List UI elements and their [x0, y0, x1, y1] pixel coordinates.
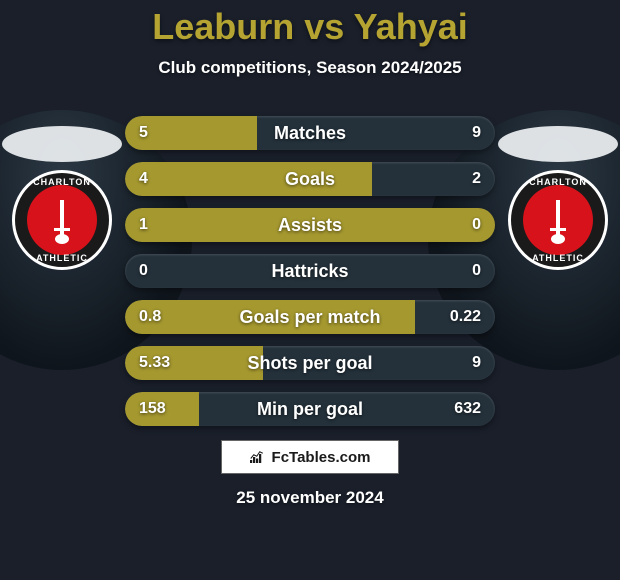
orb-highlight	[2, 126, 122, 162]
stat-bar: 4Goals2	[125, 162, 495, 196]
bar-label: Goals	[125, 169, 495, 190]
sword-icon	[60, 200, 64, 240]
comparison-card: Leaburn vs Yahyai Club competitions, Sea…	[0, 0, 620, 580]
bar-value-right: 0	[472, 262, 481, 280]
bar-label: Goals per match	[125, 307, 495, 328]
sword-icon	[556, 200, 560, 240]
right-club-crest: CHARLTON ATHLETIC	[508, 170, 608, 270]
bar-label: Assists	[125, 215, 495, 236]
bar-value-right: 9	[472, 354, 481, 372]
page-subtitle: Club competitions, Season 2024/2025	[158, 58, 461, 78]
bar-value-right: 0.22	[450, 308, 481, 326]
stat-bars: 5Matches94Goals21Assists00Hattricks00.8G…	[125, 116, 495, 426]
crest-text-top: CHARLTON	[529, 177, 587, 187]
crest-inner	[523, 185, 593, 255]
stat-bar: 5.33Shots per goal9	[125, 346, 495, 380]
crest-outer: CHARLTON ATHLETIC	[12, 170, 112, 270]
bar-value-right: 2	[472, 170, 481, 188]
crest-outer: CHARLTON ATHLETIC	[508, 170, 608, 270]
crest-text-bottom: ATHLETIC	[532, 253, 584, 263]
crest-text-bottom: ATHLETIC	[36, 253, 88, 263]
stat-bar: 1Assists0	[125, 208, 495, 242]
stat-bar: 0Hattricks0	[125, 254, 495, 288]
bar-value-right: 9	[472, 124, 481, 142]
stat-bar: 158Min per goal632	[125, 392, 495, 426]
hand-icon	[55, 234, 69, 244]
chart-icon	[250, 450, 268, 464]
bar-label: Matches	[125, 123, 495, 144]
bar-label: Hattricks	[125, 261, 495, 282]
crest-inner	[27, 185, 97, 255]
bar-value-right: 0	[472, 216, 481, 234]
bar-label: Shots per goal	[125, 353, 495, 374]
bar-label: Min per goal	[125, 399, 495, 420]
footer-date: 25 november 2024	[236, 488, 383, 508]
left-club-crest: CHARLTON ATHLETIC	[12, 170, 112, 270]
crest-text-top: CHARLTON	[33, 177, 91, 187]
fctables-badge: FcTables.com	[221, 440, 399, 474]
stat-bar: 5Matches9	[125, 116, 495, 150]
hand-icon	[551, 234, 565, 244]
stat-bar: 0.8Goals per match0.22	[125, 300, 495, 334]
page-title: Leaburn vs Yahyai	[152, 6, 468, 48]
orb-highlight	[498, 126, 618, 162]
bar-value-right: 632	[454, 400, 481, 418]
fctables-text: FcTables.com	[272, 449, 371, 466]
